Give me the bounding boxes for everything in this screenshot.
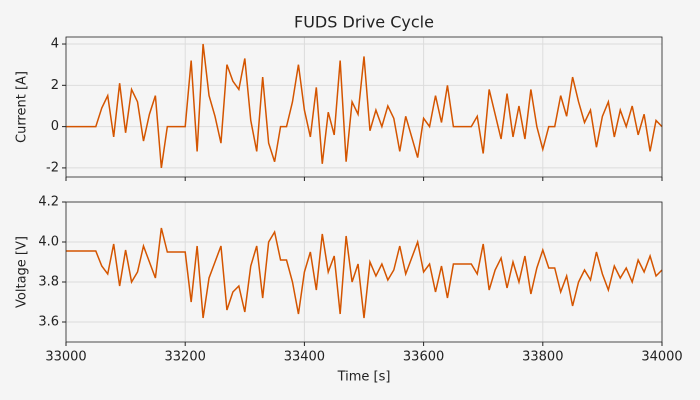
- x-tick-label: 34000: [641, 350, 682, 365]
- chart-title: FUDS Drive Cycle: [294, 13, 434, 32]
- axes-frame: [65, 201, 663, 343]
- y-tick-label: 3.6: [38, 315, 59, 330]
- y-tick-label: 0: [51, 119, 59, 134]
- y-tick-label: 4.0: [38, 235, 59, 250]
- x-tick-label: 33600: [403, 350, 444, 365]
- plot-area: [66, 202, 662, 342]
- y-tick-label: 4.2: [38, 195, 59, 210]
- x-axis-label: Time [s]: [337, 370, 391, 385]
- x-tick-label: 33400: [284, 350, 325, 365]
- y-axis-label: Voltage [V]: [15, 236, 30, 308]
- y-tick-label: 3.8: [38, 275, 59, 290]
- y-tick-label: 4: [51, 37, 59, 52]
- line: [66, 227, 663, 319]
- y-tick-label: -2: [46, 160, 59, 175]
- axes-frame: [65, 36, 663, 178]
- y-tick-label: 2: [51, 78, 59, 93]
- x-tick-label: 33200: [165, 350, 206, 365]
- x-tick-label: 33800: [522, 350, 563, 365]
- line: [66, 43, 663, 169]
- y-axis-label: Current [A]: [15, 71, 30, 143]
- x-tick-label: 33000: [45, 350, 86, 365]
